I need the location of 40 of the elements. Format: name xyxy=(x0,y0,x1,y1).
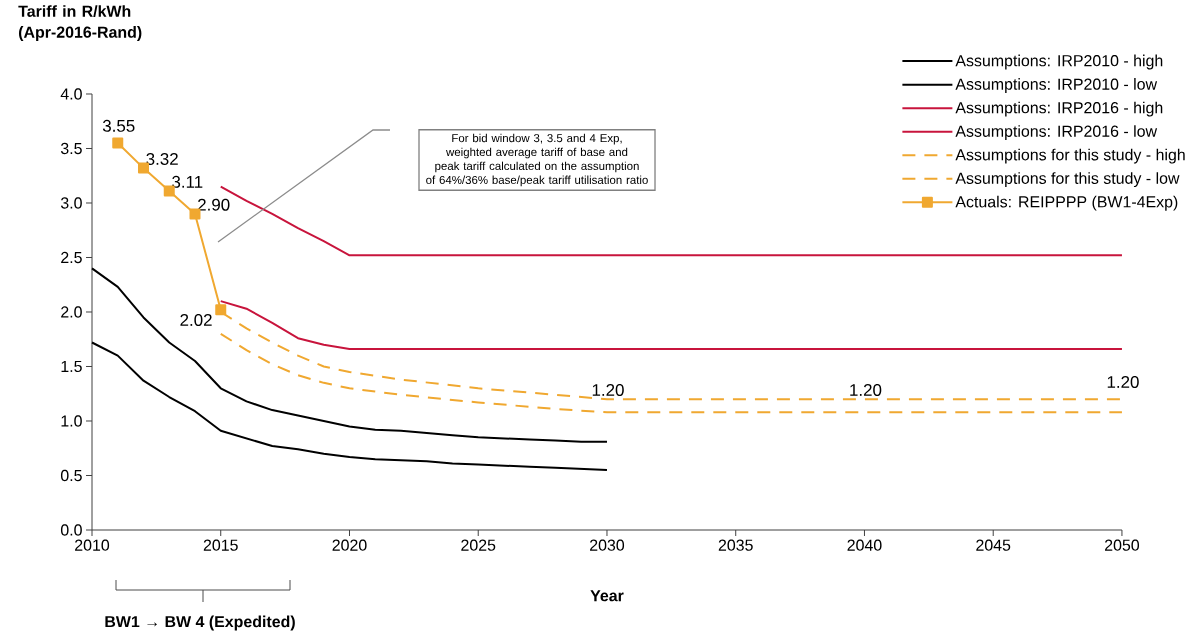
point xyxy=(112,137,124,149)
x-tick-label: 2010 xyxy=(75,539,110,551)
data-label: 3.11 xyxy=(172,175,203,188)
legend-label: Assumptions: IRP2010 - high xyxy=(955,54,1163,70)
annotation: For bid window 3, 3.5 and 4 Exp, weighted average tariff of base and peak tariff calculated on the assumption of 64%/36% base/peak tariff utilisation ratio xyxy=(426,133,648,187)
y-tick-label: 1.5 xyxy=(61,360,82,373)
data-label: 3.55 xyxy=(102,119,135,132)
x-axis-title: Year xyxy=(590,590,624,602)
y-tick-label: 3.5 xyxy=(60,142,82,155)
x-tick-label: 2015 xyxy=(203,539,238,551)
legend-label: Assumptions: IRP2010 - low xyxy=(955,78,1158,93)
point xyxy=(215,304,227,316)
x-tick-label: 2025 xyxy=(461,539,496,551)
data-label: 2.02 xyxy=(180,314,212,327)
y-tick-label: 2.5 xyxy=(61,251,82,264)
data-label: 3.32 xyxy=(146,152,178,165)
y-tick-label: 1.0 xyxy=(61,415,82,427)
x-tick-label: 2030 xyxy=(590,539,625,551)
x-tick-label: 2020 xyxy=(332,539,367,551)
data-label: 1.20 xyxy=(1107,376,1139,388)
legend-label: Assumptions: IRP2016 - high xyxy=(955,101,1163,117)
legend-label: Actuals: REIPPPP (BW1-4Exp) xyxy=(955,195,1178,211)
y-tick-label: 2.0 xyxy=(61,306,82,318)
x-tick-label: 2045 xyxy=(976,539,1011,551)
legend-label: Assumptions for this study - low xyxy=(955,172,1180,188)
y-tick-label: 3.0 xyxy=(60,197,82,209)
x-tick-label: 2050 xyxy=(1105,539,1140,551)
data-label: 2.90 xyxy=(198,198,230,211)
y-tick-label: 4.0 xyxy=(60,88,82,100)
y-tick-label: 0.5 xyxy=(60,469,82,482)
legend-label: Assumptions for this study - high xyxy=(955,148,1185,164)
legend-label: Assumptions: IRP2016 - low xyxy=(955,125,1158,141)
x-tick-label: 2035 xyxy=(718,539,753,551)
y-axis-title: Tariff in R/kWh (Apr-2016-Rand) xyxy=(18,5,142,41)
data-label: 1.20 xyxy=(850,384,882,396)
text: BW1 → BW 4 (Expedited) xyxy=(105,615,295,631)
line-series xyxy=(219,300,1123,351)
x-tick-label: 2040 xyxy=(847,539,882,551)
data-label: 1.20 xyxy=(592,384,624,396)
y-tick-label: 0.0 xyxy=(60,524,82,536)
